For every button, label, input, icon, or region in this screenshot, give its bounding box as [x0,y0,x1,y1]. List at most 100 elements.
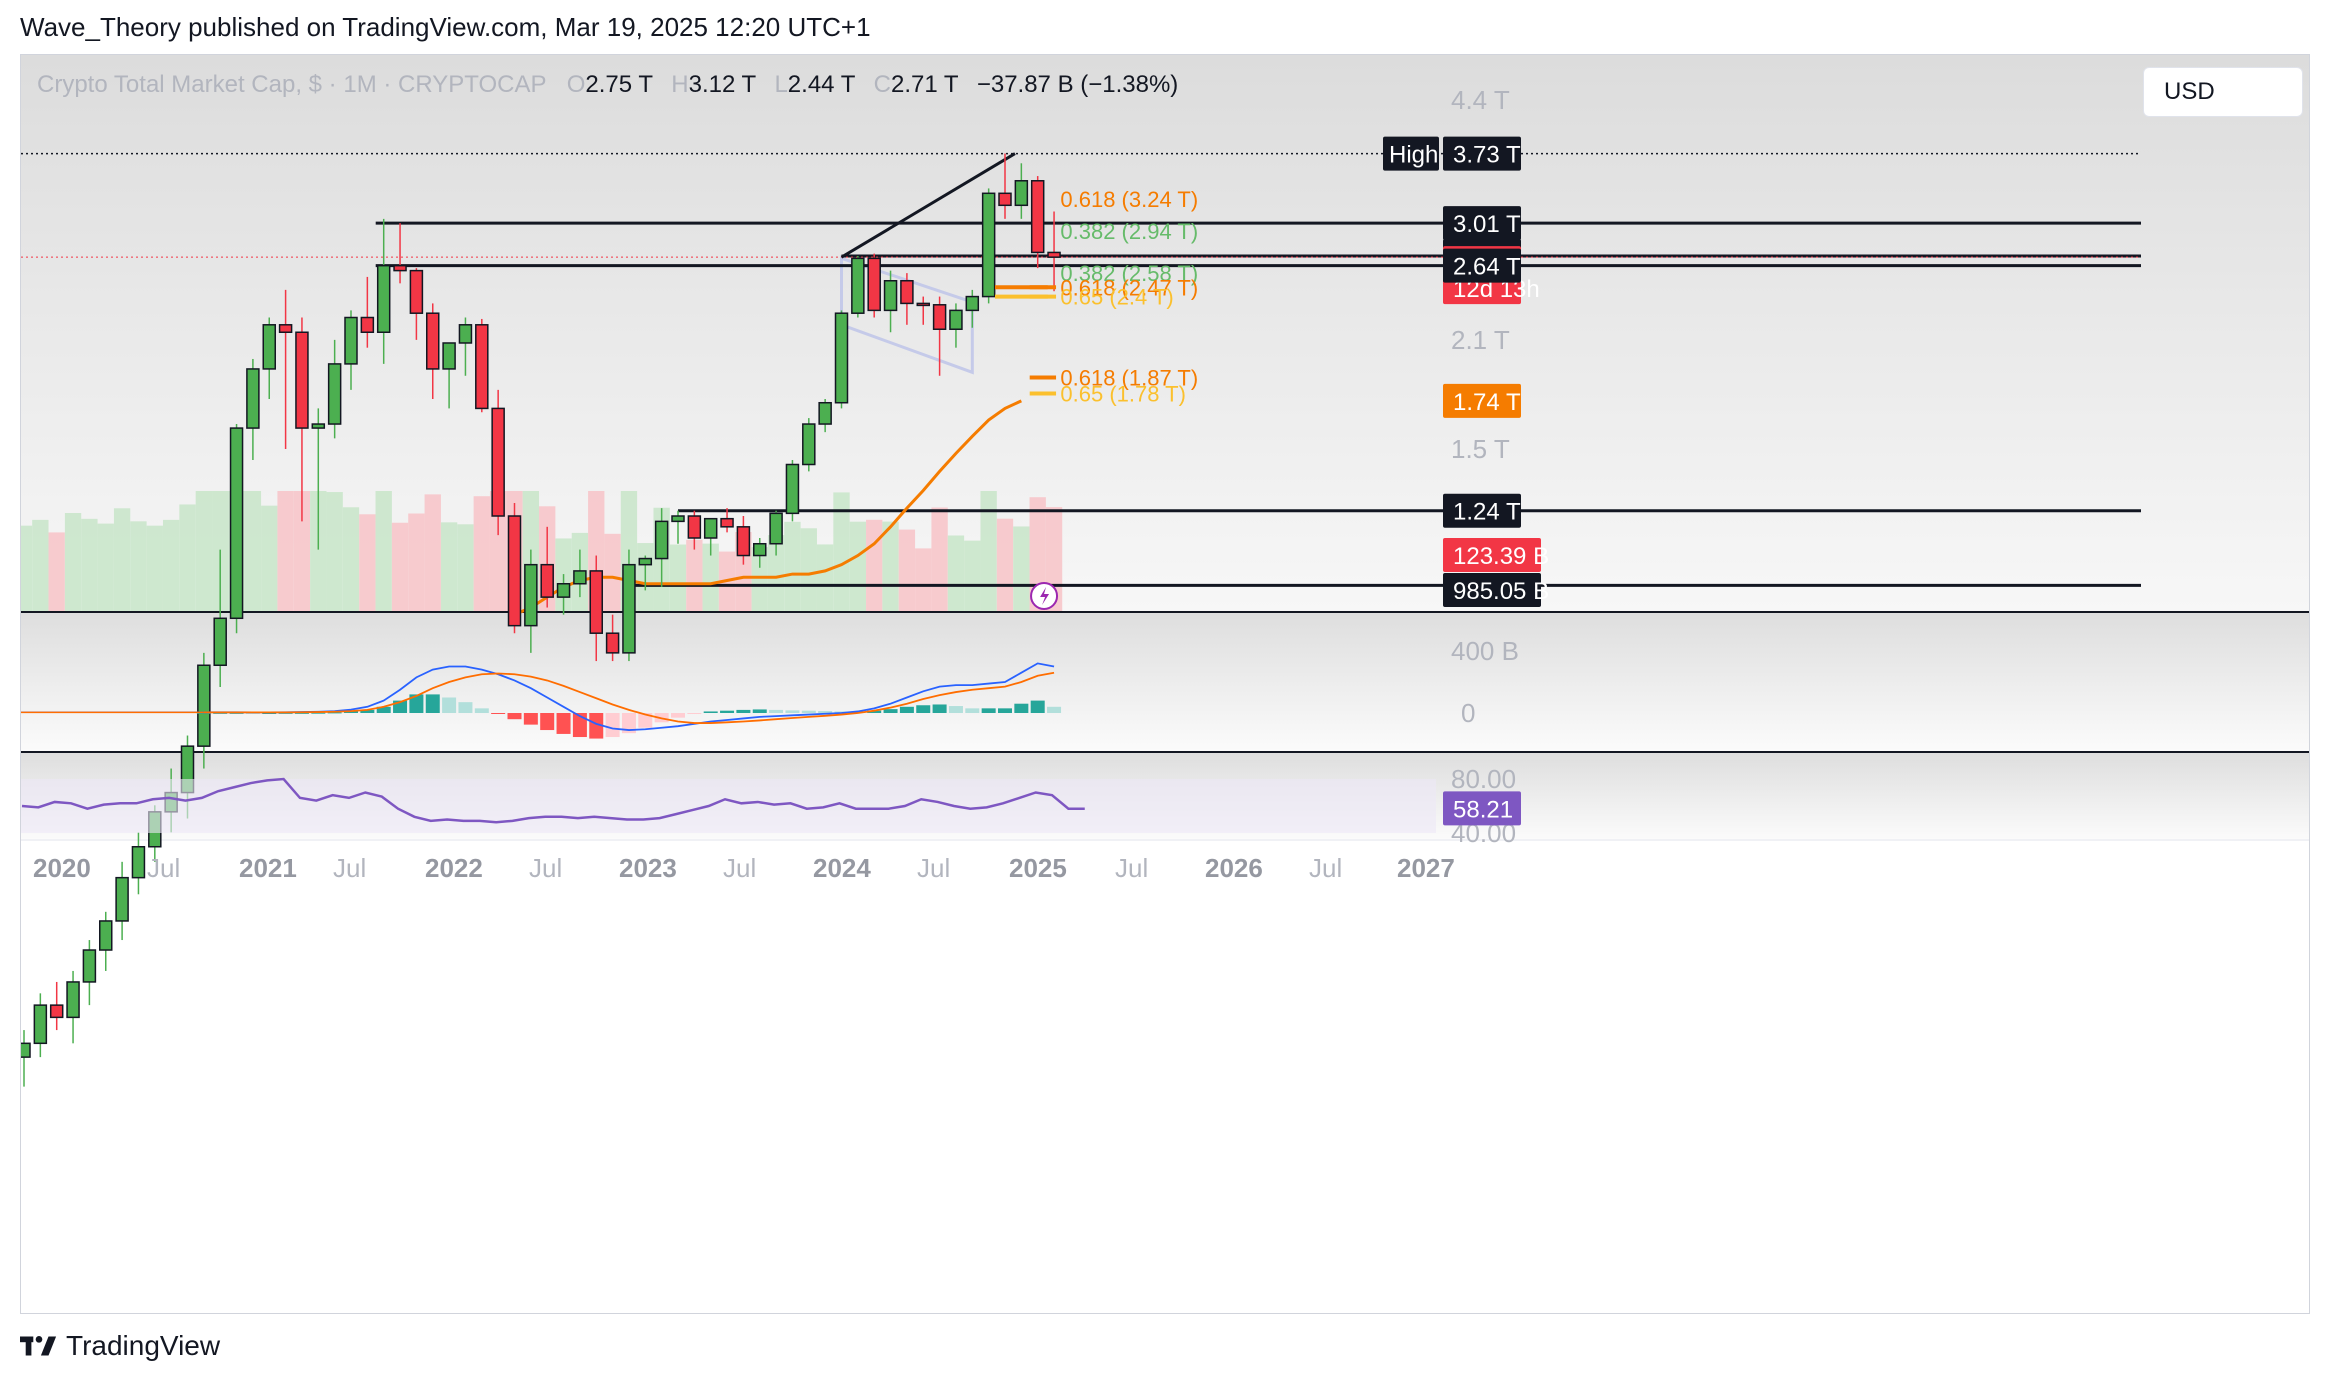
macd-axis-tick: 0 [1461,698,1475,728]
macd-hist-bar [785,710,800,713]
candle-body [589,570,603,634]
candle-body [229,427,244,620]
close-label: C [873,71,891,98]
open-value: 2.75 T [585,71,653,98]
high-label-box [1383,136,1439,171]
volume-area-group [21,491,1063,611]
volume-bar [816,544,834,611]
volume-bar [261,505,278,611]
volume-bar [32,519,49,611]
footer-logo[interactable]: TradingView [20,1330,220,1362]
time-axis-tick: Jul [147,853,180,883]
candle-body [295,331,309,429]
volume-bar [293,491,311,611]
macd-hist-bar [687,713,702,714]
close-value: 2.71 T [890,71,959,98]
change-value: −37.87 B (−1.38%) [976,71,1179,98]
candle-body [654,520,669,560]
macd-hist-bar [998,708,1012,713]
candle-body [1014,180,1029,207]
candle-body [278,324,293,333]
macd-hist-bar [409,694,424,713]
macd-hist-bar [458,702,473,713]
volume-bar [277,491,294,611]
volume-bar [931,507,948,611]
chart-frame[interactable]: 0.618 (3.24 T) 0.382 (2.94 T) 0.382 (2.58 … [20,54,2310,1314]
candle-body [916,302,930,307]
candle-body [736,526,751,557]
volume-bar [130,521,147,611]
macd-hist-bar [425,694,440,713]
volume-bar [964,540,981,611]
flag-channel [840,256,974,375]
macd-hist-bar [899,706,914,713]
rsi-axis-tick: 80.00 [1451,764,1516,794]
candle-body [818,401,832,425]
macd-hist-bar [867,710,882,713]
macd-pane-bg [21,613,2309,751]
candle-body [262,324,276,370]
candle-body [703,517,718,539]
time-axis-tick: Jul [1309,853,1342,883]
price-label-box [1443,493,1521,528]
candle-body [834,312,849,404]
macd-hist-bar [1014,703,1029,713]
trend-line [840,152,1016,259]
volume-bar [310,491,327,611]
currency-button[interactable]: USD [2143,67,2303,117]
candle-body [426,312,440,370]
high-label: H [671,71,689,98]
macd-hist-bar [1047,706,1062,713]
candle-body [524,563,538,627]
macd-hist-bar [621,713,636,734]
macd-hist-bar [720,710,735,713]
macd-line [203,662,1055,731]
rsi-current-value: 58.21 [1453,796,1513,823]
macd-hist-bar [311,712,326,714]
candle-body [458,324,473,344]
low-label: L [774,71,788,98]
macd-hist-bar [491,713,506,714]
volume-bar [391,522,409,611]
price-label-box [1443,206,1521,241]
volume-bar [996,518,1014,611]
high-label-text: High [1389,142,1438,169]
macd-hist-bar [344,711,358,713]
candle-body [66,981,80,1019]
volume-bar [146,525,163,611]
candle-body [197,664,211,747]
candle-body [540,563,554,598]
symbol-name[interactable]: Crypto Total Market Cap, $ · 1M · CRYPTO… [37,71,547,98]
open-label: O [566,71,586,98]
macd-hist-bar [278,712,293,714]
time-axis-tick: 2027 [1397,853,1455,883]
time-axis-tick: Jul [1115,853,1148,883]
volume-bar [195,491,213,611]
volume-bar [244,491,262,611]
candle-body [769,512,783,545]
candle-body [376,264,391,333]
volume-bar [833,492,850,611]
price-label-value: 2.64 T [1453,254,1521,281]
chart-svg[interactable]: 0.618 (3.24 T) 0.382 (2.94 T) 0.382 (2.58 … [21,55,2310,1314]
candle-body [131,845,146,879]
candle-body [671,515,685,523]
candle-body [491,407,505,517]
candle-body [932,304,947,330]
volume-bar [784,521,801,611]
fib-label: 0.618 (3.24 T) [1060,187,1198,212]
candles-group [21,153,1061,1087]
volume-bar [424,494,441,611]
volume-bar [359,514,376,611]
macd-signal-line [203,671,1055,724]
candle-body [115,876,129,922]
macd-hist-bar [703,711,718,713]
macd-hist-bar [229,712,244,714]
time-axis-tick: 2020 [33,853,91,883]
candle-body [507,515,522,627]
time-axis-tick: 2021 [239,853,297,883]
time-axis-tick: Jul [917,853,950,883]
macd-hist-bar [801,710,816,713]
price-label-value: 1.74 T [1453,389,1521,416]
candle-body [393,264,407,272]
